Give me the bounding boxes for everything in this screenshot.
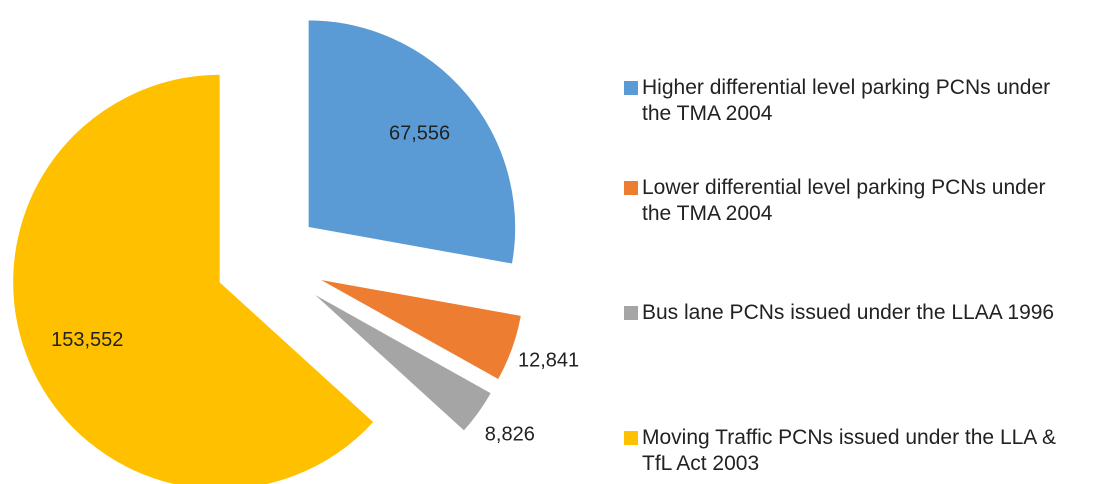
data-label: 67,556 [389, 122, 450, 144]
legend-label: Bus lane PCNs issued under the LLAA 1996 [642, 301, 1055, 324]
legend-swatch [624, 431, 638, 445]
pie-slice [309, 290, 493, 433]
legend-swatch [624, 181, 638, 195]
legend-entry: Higher differential level parking PCNs u… [624, 75, 1064, 127]
legend-entry: Bus lane PCNs issued under the LLAA 1996 [624, 300, 1054, 326]
legend-swatch [624, 81, 638, 95]
pie-slice [316, 277, 523, 382]
legend-entry: Lower differential level parking PCNs un… [624, 175, 1064, 227]
data-label: 8,826 [485, 423, 535, 445]
legend-entry: Moving Traffic PCNs issued under the LLA… [624, 425, 1064, 477]
data-label: 153,552 [51, 329, 123, 351]
data-label: 12,841 [518, 350, 579, 372]
legend-label: Moving Traffic PCNs issued under the LLA… [642, 426, 1056, 475]
legend-label: Higher differential level parking PCNs u… [642, 76, 1051, 125]
legend-label: Lower differential level parking PCNs un… [642, 176, 1046, 225]
pie-slice [307, 18, 517, 266]
legend-swatch [624, 306, 638, 320]
